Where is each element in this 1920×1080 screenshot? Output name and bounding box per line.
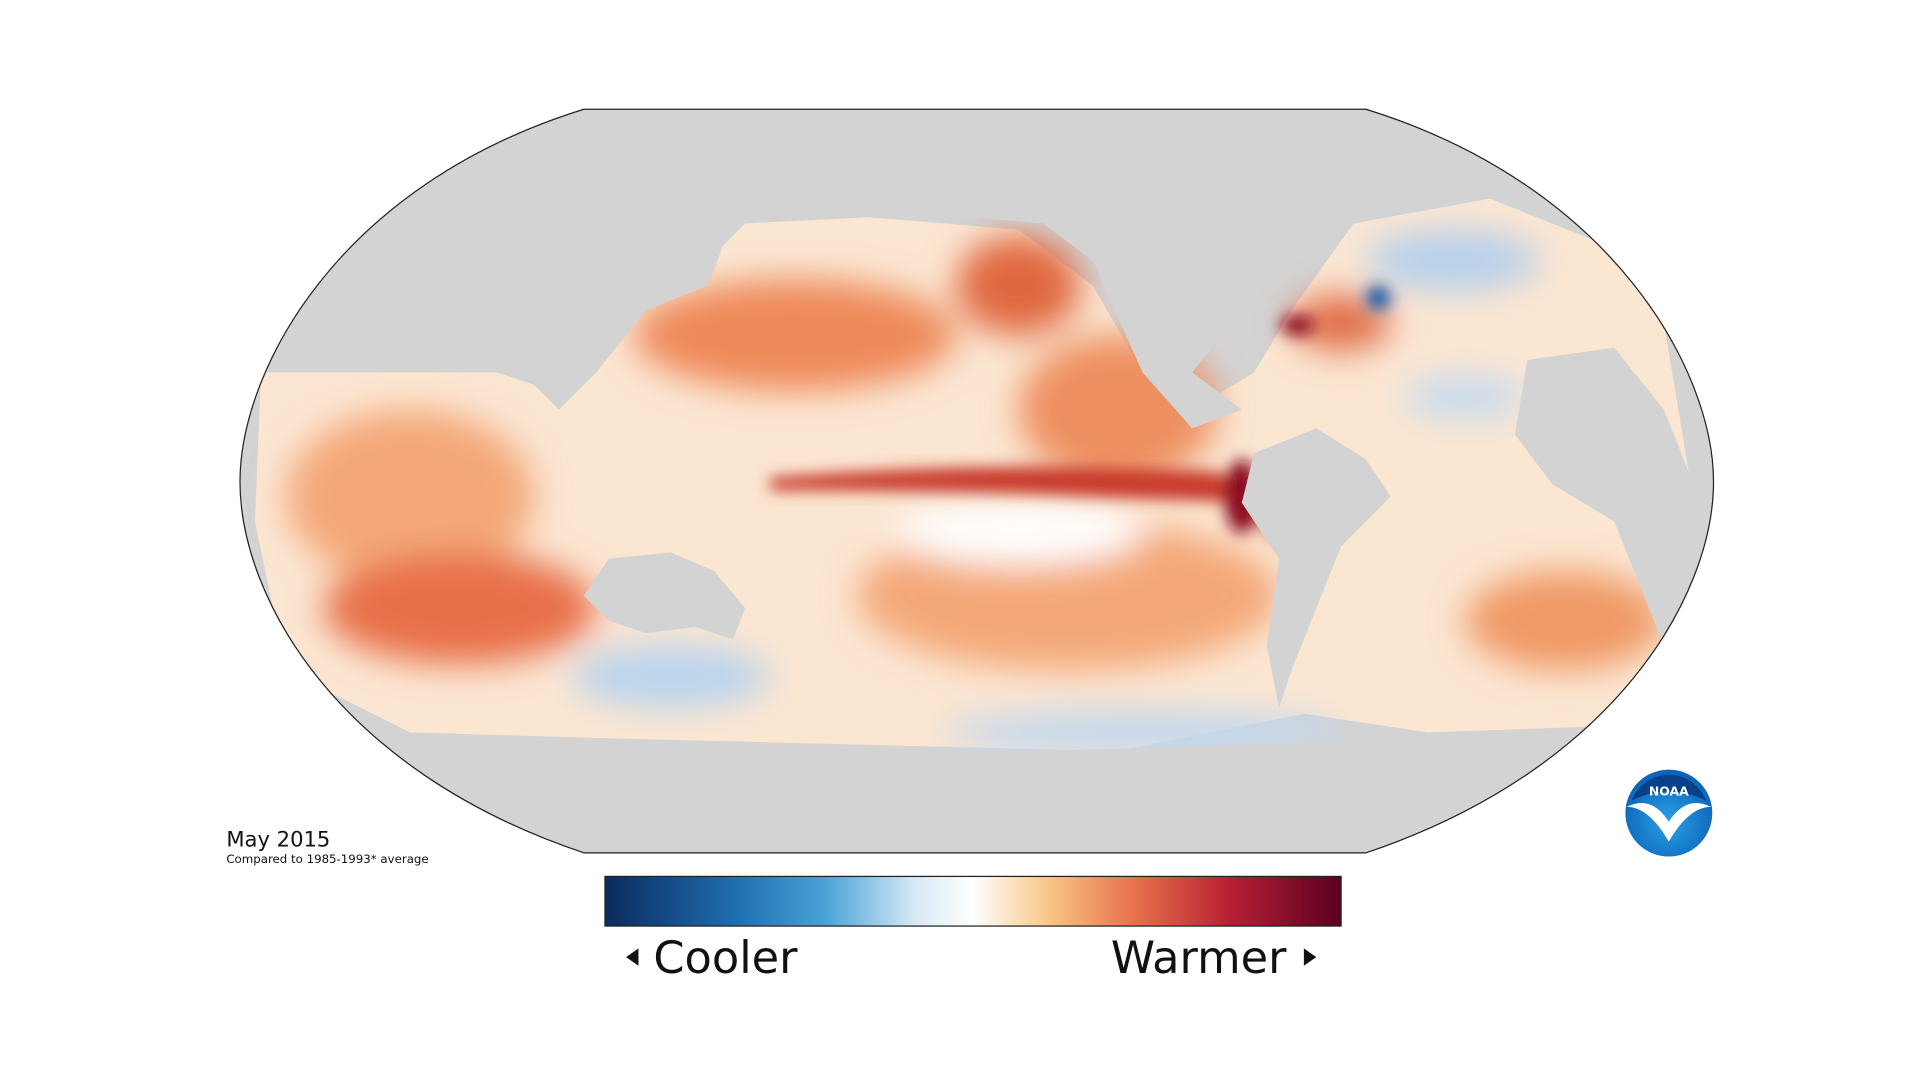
legend-high: Warmer (1111, 932, 1287, 984)
color-bar (604, 875, 1342, 927)
map-body (240, 109, 1714, 853)
arrow-left (626, 948, 639, 966)
map-date: May 2015 (226, 827, 330, 852)
arrow-right (1303, 948, 1317, 966)
map-outline (239, 108, 1715, 854)
noaa-logo: NOAA (1622, 767, 1715, 860)
map-baseline: Compared to 1985-1993* average (226, 852, 428, 866)
anomaly-field (285, 229, 1664, 755)
color-legend: Cooler Warmer (604, 875, 1342, 984)
legend-low: Cooler (653, 932, 798, 984)
logo-text: NOAA (1649, 784, 1689, 799)
